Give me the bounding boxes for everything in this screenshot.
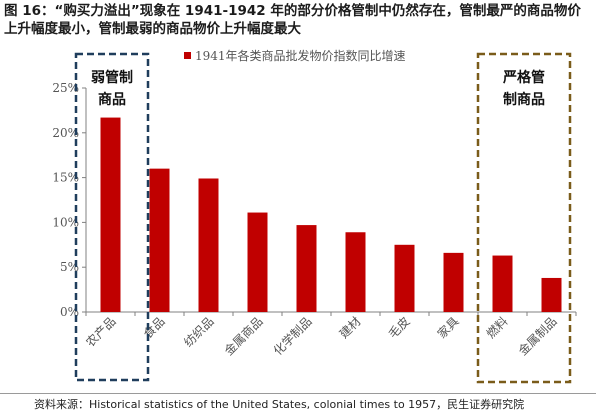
strict-control-label: 制商品 bbox=[503, 91, 545, 108]
x-tick-label: 燃料 bbox=[483, 314, 511, 342]
bar-9 bbox=[492, 255, 513, 312]
x-tick-label: 纺织品 bbox=[181, 314, 216, 349]
y-tick-label: 5% bbox=[60, 260, 79, 274]
y-tick-label: 20% bbox=[52, 126, 79, 140]
bar-10 bbox=[541, 277, 562, 312]
chart-container: 0% 5% 10% 15% 20% 25% 农产品 食品 纺织品 金属商品 化学制品 建材 毛皮 家具 燃料… bbox=[0, 42, 596, 392]
x-tick-label: 金属商品 bbox=[221, 314, 266, 359]
y-tick-label: 25% bbox=[52, 81, 79, 95]
bar-3 bbox=[198, 178, 219, 312]
bar-8 bbox=[443, 252, 464, 312]
source-bar: 资料来源：Historical statistics of the United… bbox=[0, 393, 596, 413]
y-tick-label: 15% bbox=[52, 171, 79, 185]
strict-control-box bbox=[476, 52, 572, 384]
x-tick-label: 农产品 bbox=[83, 314, 118, 349]
legend-label: 1941年各类商品批发物价指数同比增速 bbox=[195, 48, 406, 63]
bar-6 bbox=[345, 232, 366, 312]
x-tick-label: 化学制品 bbox=[270, 314, 315, 359]
bar-7 bbox=[394, 244, 415, 312]
source-note: 资料来源：Historical statistics of the United… bbox=[34, 398, 525, 411]
x-tick-label: 毛皮 bbox=[386, 314, 413, 341]
strict-control-label: 严格管 bbox=[502, 69, 545, 86]
bar-1 bbox=[100, 117, 121, 313]
figure-title: 图 16：“购买力溢出”现象在 1941-1942 年的部分价格管制中仍然存在，… bbox=[4, 3, 581, 37]
y-tick-label: 10% bbox=[52, 215, 79, 229]
x-tick-label: 家具 bbox=[434, 314, 462, 342]
bar-2 bbox=[149, 168, 170, 312]
weak-control-box bbox=[74, 52, 150, 382]
x-tick-label: 建材 bbox=[337, 314, 364, 341]
y-tick-label: 0% bbox=[60, 305, 79, 319]
x-tick-label: 金属制品 bbox=[515, 314, 560, 359]
bar-chart: 0% 5% 10% 15% 20% 25% 农产品 食品 纺织品 金属商品 化学制品 建材 毛皮 家具 燃料… bbox=[52, 48, 577, 384]
bar-4 bbox=[247, 212, 268, 312]
legend-swatch bbox=[184, 52, 191, 59]
weak-control-label: 弱管制 bbox=[91, 69, 133, 86]
weak-control-label: 商品 bbox=[98, 91, 126, 108]
bar-5 bbox=[296, 225, 317, 312]
x-tick-label: 食品 bbox=[140, 314, 168, 342]
